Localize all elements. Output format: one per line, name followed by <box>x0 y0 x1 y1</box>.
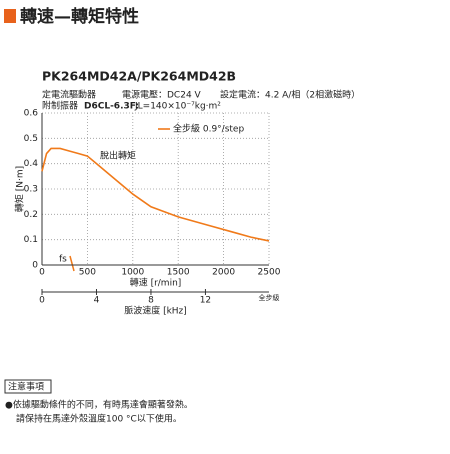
x2-tick-label: 12 <box>200 296 211 306</box>
y-tick-label: 0.5 <box>24 134 38 144</box>
x2-tick-label: 8 <box>148 296 154 306</box>
x-axis-label: 轉速 [r/min] <box>130 277 182 289</box>
condition: 電源電壓：DC24 V <box>122 90 202 101</box>
x-tick-label: 2000 <box>212 268 235 278</box>
x-tick-label: 2500 <box>258 268 281 278</box>
condition: 設定電流：4.2 A/相（2相激磁時） <box>220 89 360 101</box>
y-tick-label: 0.6 <box>24 109 39 119</box>
notes-title: 注意事項 <box>8 381 44 393</box>
legend-label: 全步級 0.9°/step <box>173 123 244 135</box>
x-tick-label: 0 <box>39 268 45 278</box>
annotation: 脫出轉矩 <box>100 150 136 162</box>
y-tick-label: 0.2 <box>24 210 38 220</box>
y-axis-label: 轉矩 [N·m] <box>14 166 26 212</box>
torque-curve <box>41 147 270 242</box>
x2-tick-label: 4 <box>94 296 100 306</box>
note-line: 請保持在馬達外殼溫度100 °C以下使用。 <box>16 413 182 425</box>
model: PK264MD42A/PK264MD42B <box>42 69 236 84</box>
annotation: fs <box>59 255 67 265</box>
notes-box <box>4 379 52 394</box>
note-line: ●依據驅動條件的不同，有時馬達會顯著發熱。 <box>5 399 193 411</box>
y-tick-label: 0 <box>32 261 38 271</box>
x-tick-label: 500 <box>79 268 96 278</box>
x2-end-label: 全步級 <box>259 293 280 302</box>
condition: 定電流驅動器 <box>42 89 96 101</box>
x-tick-label: 1500 <box>167 268 190 278</box>
fs-marker <box>69 255 75 272</box>
damper-inertia: JL=140×10⁻⁷kg·m² <box>134 102 221 112</box>
x2-tick-label: 0 <box>39 296 45 306</box>
x-tick-label: 1000 <box>121 268 144 278</box>
header-icon <box>4 9 16 23</box>
y-tick-label: 0.3 <box>24 185 38 195</box>
y-tick-label: 0.1 <box>24 235 38 245</box>
header-title: 轉速—轉矩特性 <box>20 6 139 27</box>
damper-model: D6CL-6.3F: <box>84 102 139 112</box>
y-tick-label: 0.4 <box>24 159 39 169</box>
x2-axis-label: 脈波速度 [kHz] <box>124 305 187 317</box>
damper-label: 附制振器 <box>42 100 78 112</box>
